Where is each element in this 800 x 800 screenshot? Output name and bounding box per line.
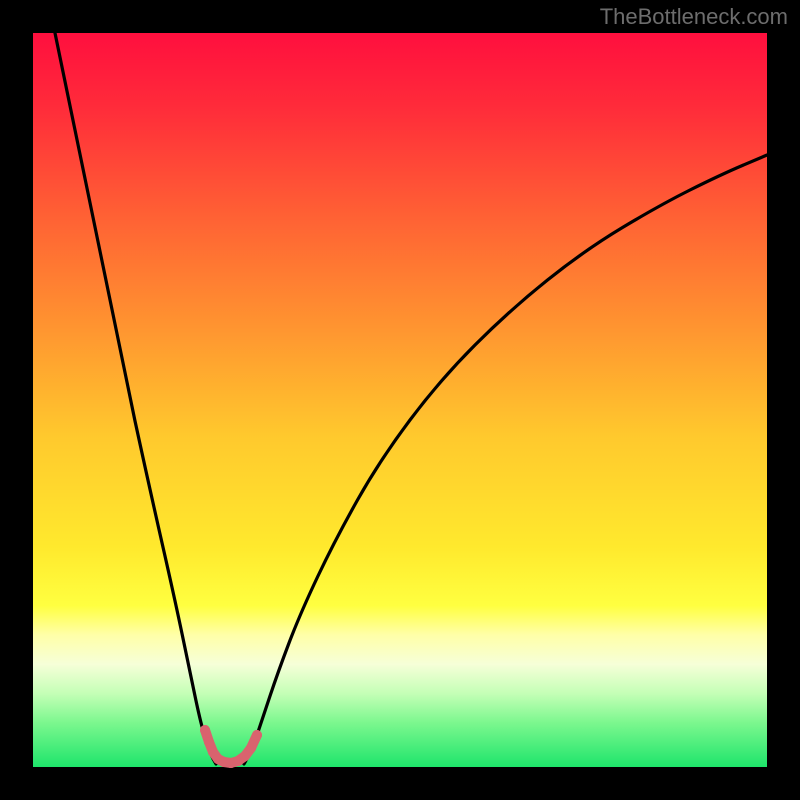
- chart-container: TheBottleneck.com: [0, 0, 800, 800]
- bottom-marker-dot: [240, 751, 250, 761]
- bottom-marker-dot: [200, 725, 210, 735]
- plot-gradient-background: [33, 33, 767, 767]
- bottleneck-chart: [0, 0, 800, 800]
- bottom-marker-dot: [252, 730, 262, 740]
- bottom-marker-dot: [246, 743, 256, 753]
- bottom-marker-dot: [204, 737, 214, 747]
- watermark-text: TheBottleneck.com: [600, 4, 788, 30]
